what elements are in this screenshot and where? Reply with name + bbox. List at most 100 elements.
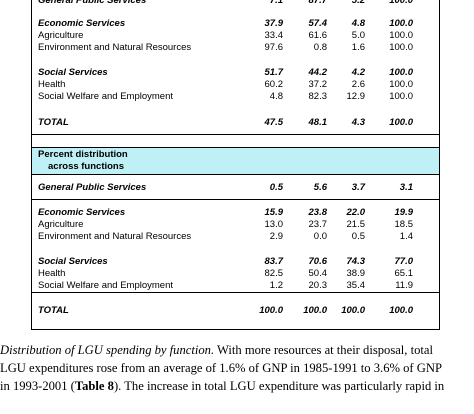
- row-value: 1.6: [351, 42, 365, 53]
- paragraph-text: LGU expenditures rose from an average of…: [0, 361, 442, 375]
- paragraph-line: Distribution of LGU spending by function…: [0, 341, 474, 359]
- band-label-line1: Percent distribution: [38, 149, 128, 160]
- row-value: 57.4: [308, 18, 328, 29]
- paragraph-line: LGU expenditures rose from an average of…: [0, 359, 474, 377]
- row-value: 13.0: [264, 219, 284, 230]
- table-row: Agriculture 13.0 23.7 21.5 18.5: [32, 218, 439, 231]
- row-value: 100.0: [259, 305, 283, 316]
- table-row: Agriculture 33.4 61.6 5.0 100.0: [32, 29, 439, 42]
- row-label: TOTAL: [38, 117, 69, 128]
- paragraph-text: With more resources at their disposal, t…: [214, 343, 433, 357]
- row-label: Economic Services: [38, 18, 126, 29]
- table-row: TOTAL 47.5 48.1 4.3 100.0: [32, 116, 439, 129]
- row-value: 12.9: [346, 91, 366, 102]
- row-label: Health: [38, 79, 66, 90]
- row-divider: [32, 199, 439, 200]
- row-value: 2.9: [269, 231, 283, 242]
- row-value: 83.7: [264, 256, 284, 267]
- row-value: 100.0: [341, 305, 365, 316]
- row-value: 37.2: [308, 79, 328, 90]
- data-table: General Public Services 7.1 87.7 5.2 100.0 Ec…: [31, 0, 440, 330]
- row-value: 100.0: [303, 305, 327, 316]
- row-label: Agriculture: [38, 219, 84, 230]
- row-label: Social Welfare and Employment: [38, 91, 173, 102]
- row-value: 37.9: [264, 18, 284, 29]
- row-label: Social Services: [38, 67, 108, 78]
- row-label: Economic Services: [38, 207, 126, 218]
- row-value: 33.4: [264, 30, 284, 41]
- row-label: Environment and Natural Resources: [38, 231, 192, 242]
- row-value: 44.2: [308, 67, 328, 78]
- row-value: 65.1: [394, 268, 414, 279]
- row-value: 4.8: [351, 18, 365, 29]
- row-value: 100.0: [389, 42, 413, 53]
- row-value: 35.4: [346, 280, 366, 291]
- row-value: 0.5: [269, 182, 283, 193]
- table-reference: Table 8: [74, 379, 114, 393]
- table-row: General Public Services 7.1 87.7 5.2 100.0: [32, 0, 439, 7]
- row-value: 50.4: [308, 268, 328, 279]
- table-row: Health 60.2 37.2 2.6 100.0: [32, 78, 439, 91]
- row-value: 82.3: [308, 91, 328, 102]
- row-value: 20.3: [308, 280, 328, 291]
- row-value: 19.9: [394, 207, 414, 218]
- row-value: 74.3: [346, 256, 366, 267]
- paragraph-text: in 1993-2001 (: [0, 379, 75, 393]
- row-value: 4.2: [351, 67, 365, 78]
- row-value: 3.1: [399, 182, 413, 193]
- percent-distribution-header: Percent distribution across functions: [32, 147, 439, 175]
- row-value: 0.8: [313, 42, 327, 53]
- row-value: 18.5: [394, 219, 414, 230]
- section-heading-italic: Distribution of LGU spending by function…: [0, 343, 215, 357]
- row-value: 0.5: [351, 231, 365, 242]
- row-label: Environment and Natural Resources: [38, 42, 192, 53]
- row-value: 60.2: [264, 79, 284, 90]
- row-value: 51.7: [264, 67, 284, 78]
- row-value: 5.6: [313, 182, 327, 193]
- row-value: 100.0: [389, 30, 413, 41]
- row-label: General Public Services: [38, 0, 147, 6]
- table-row: Economic Services 15.9 23.8 22.0 19.9: [32, 206, 439, 219]
- row-value: 15.9: [264, 207, 284, 218]
- row-value: 0.0: [313, 231, 327, 242]
- row-value: 47.5: [264, 117, 284, 128]
- row-value: 23.7: [308, 219, 328, 230]
- row-value: 100.0: [389, 0, 413, 6]
- table-row: Social Welfare and Employment 1.2 20.3 35.4…: [32, 279, 439, 292]
- row-label: TOTAL: [38, 305, 69, 316]
- row-label: General Public Services: [38, 182, 147, 193]
- row-value: 23.8: [308, 207, 328, 218]
- row-value: 100.0: [389, 67, 413, 78]
- row-value: 1.4: [399, 231, 413, 242]
- table-row: Social Services 51.7 44.2 4.2 100.0: [32, 66, 439, 79]
- row-value: 3.7: [351, 182, 365, 193]
- row-value: 11.9: [395, 280, 413, 291]
- table-row: Health 82.5 50.4 38.9 65.1: [32, 267, 439, 280]
- paragraph-text: ). The increase in total LGU expenditure…: [113, 379, 445, 393]
- table-row: TOTAL 100.0 100.0 100.0 100.0: [32, 304, 439, 317]
- table-row: Environment and Natural Resources 2.9 0.0 0…: [32, 230, 439, 243]
- row-value: 100.0: [389, 91, 413, 102]
- row-value: 61.6: [308, 30, 328, 41]
- table-row: Social Welfare and Employment 4.8 82.3 12.9…: [32, 90, 439, 103]
- row-value: 97.6: [264, 42, 284, 53]
- row-value: 5.2: [351, 0, 365, 6]
- row-value: 100.0: [389, 305, 413, 316]
- table-row: General Public Services 0.5 5.6 3.7 3.1: [32, 181, 439, 194]
- row-value: 21.5: [346, 219, 366, 230]
- row-label: Social Welfare and Employment: [38, 280, 173, 291]
- row-value: 48.1: [308, 117, 328, 128]
- table-row: Social Services 83.7 70.6 74.3 77.0: [32, 255, 439, 268]
- row-value: 1.2: [269, 280, 283, 291]
- paragraph-line: in 1993-2001 (Table 8). The increase in …: [0, 377, 474, 395]
- body-paragraph: Distribution of LGU spending by function…: [0, 341, 474, 395]
- row-divider: [32, 292, 439, 293]
- row-value: 4.8: [269, 91, 283, 102]
- row-value: 100.0: [389, 117, 413, 128]
- row-label: Health: [38, 268, 66, 279]
- row-value: 82.5: [264, 268, 284, 279]
- row-value: 77.0: [394, 256, 414, 267]
- row-value: 4.3: [351, 117, 365, 128]
- row-divider: [32, 134, 439, 135]
- table-row: Environment and Natural Resources 97.6 0.8…: [32, 41, 439, 54]
